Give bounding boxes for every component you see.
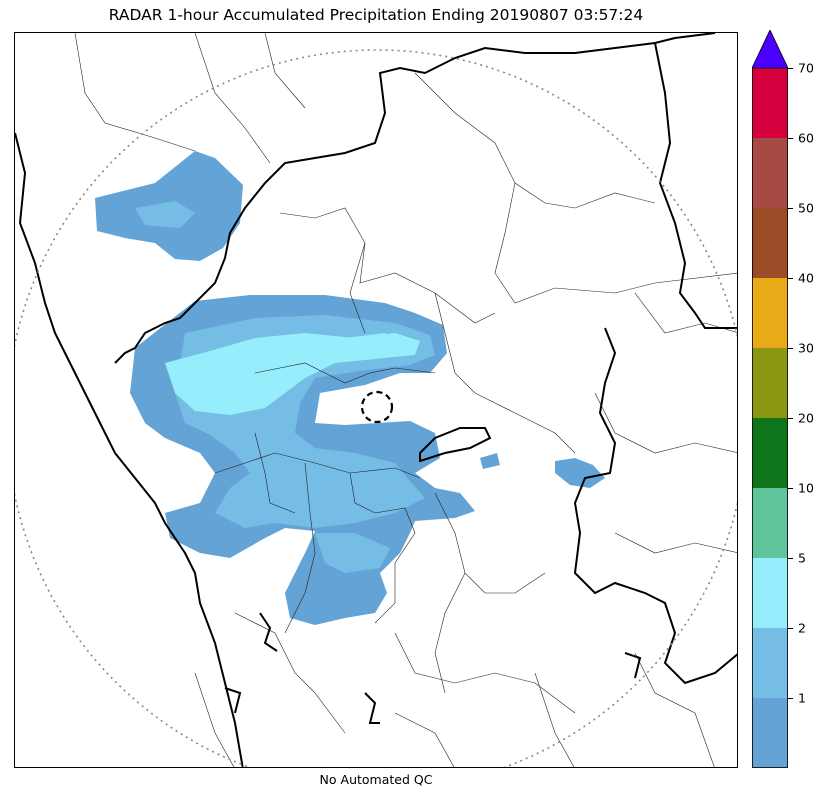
range-ring: [15, 49, 737, 767]
precip-moderate-north: [135, 201, 195, 228]
colorbar-tick-label: 70: [798, 60, 814, 76]
radar-site-marker: [360, 390, 394, 424]
map-title: RADAR 1-hour Accumulated Precipitation E…: [108, 6, 644, 24]
district-boundaries: [74, 33, 737, 767]
colorbar-segment: [752, 208, 788, 278]
colorbar-segment: [752, 68, 788, 138]
colorbar-tick: [788, 68, 793, 69]
precip-heavy-core: [165, 333, 420, 415]
colorbar-segment: [752, 418, 788, 488]
colorbar-tick-label: 40: [798, 270, 814, 286]
colorbar-segment: [752, 698, 788, 768]
colorbar-tick-label: 2: [798, 620, 806, 636]
map-canvas: [15, 33, 737, 767]
colorbar-segment: [752, 348, 788, 418]
colorbar-tick: [788, 348, 793, 349]
radar-map: [14, 32, 738, 768]
precip-area-east: [555, 458, 605, 488]
colorbar-tick-label: 10: [798, 480, 814, 496]
colorbar-segment: [752, 628, 788, 698]
colorbar-tick-label: 60: [798, 130, 814, 146]
colorbar-overflow-arrow: [752, 30, 788, 69]
colorbar-tick: [788, 418, 793, 419]
colorbar-tick: [788, 278, 793, 279]
colorbar-tick-label: 30: [798, 340, 814, 356]
colorbar-segment: [752, 278, 788, 348]
colorbar-segment: [752, 488, 788, 558]
precip-area-east-small: [480, 453, 500, 469]
colorbar-tick: [788, 138, 793, 139]
colorbar-tick: [788, 558, 793, 559]
colorbar-tick-label: 1: [798, 690, 806, 706]
precip-heavy: [165, 333, 420, 415]
colorbar-tick-label: 50: [798, 200, 814, 216]
qc-note: No Automated QC: [319, 772, 433, 787]
state-boundaries: [15, 33, 737, 767]
colorbar-tick-label: 5: [798, 550, 806, 566]
precip-heavy-small: [345, 333, 400, 351]
colorbar-segment: [752, 138, 788, 208]
colorbar-tick: [788, 488, 793, 489]
colorbar-tick: [788, 698, 793, 699]
colorbar-segment: [752, 558, 788, 628]
precip-moderate-south: [315, 533, 390, 573]
colorbar: [752, 30, 788, 768]
colorbar-tick: [788, 208, 793, 209]
colorbar-tick: [788, 628, 793, 629]
colorbar-tick-label: 20: [798, 410, 814, 426]
